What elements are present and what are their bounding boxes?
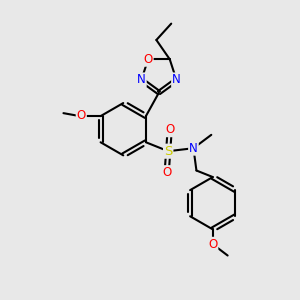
Text: N: N bbox=[172, 74, 181, 86]
Text: O: O bbox=[162, 166, 171, 179]
Text: O: O bbox=[165, 123, 174, 136]
Text: S: S bbox=[164, 145, 172, 158]
Text: O: O bbox=[77, 109, 86, 122]
Text: O: O bbox=[143, 53, 153, 66]
Text: N: N bbox=[189, 142, 198, 155]
Text: N: N bbox=[137, 74, 146, 86]
Text: O: O bbox=[208, 238, 218, 251]
